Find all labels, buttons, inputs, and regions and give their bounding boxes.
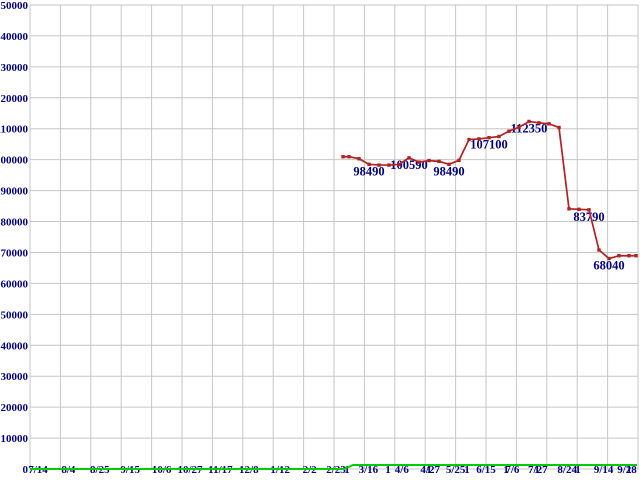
- data-point-marker: [517, 125, 521, 129]
- data-point-marker: [597, 248, 601, 252]
- x-overlay-mark: 1: [464, 464, 470, 476]
- green-series-line: [30, 463, 637, 470]
- data-point-marker: [357, 157, 361, 161]
- y-tick-label: 120000: [0, 93, 29, 105]
- data-point-marker: [567, 207, 571, 211]
- x-tick-label: 9/28: [617, 464, 637, 476]
- data-point-marker: [537, 121, 541, 125]
- point-value-label: 107100: [470, 138, 508, 152]
- data-point-marker: [527, 119, 531, 124]
- y-tick-label: 130000: [0, 62, 29, 74]
- data-point-marker: [507, 129, 511, 133]
- y-tick-label: 20000: [1, 402, 29, 414]
- data-point-marker: [367, 162, 371, 167]
- x-overlay-mark: 1: [426, 464, 432, 476]
- data-point-marker: [387, 163, 391, 167]
- y-tick-label: 150000: [0, 0, 29, 12]
- x-tick-label: 4/27: [420, 464, 440, 476]
- y-tick-label: 0: [23, 464, 29, 476]
- x-tick-label: 7/27: [528, 464, 548, 476]
- x-axis-labels: 7/14 8/4 8/25 9/15 10/6 10/27 11/17 12/8 1/12 2/2…: [28, 464, 637, 476]
- data-point-marker: [617, 254, 621, 258]
- gridlines: [29, 4, 639, 470]
- y-tick-label: 60000: [1, 278, 29, 290]
- data-point-marker: [577, 207, 581, 212]
- y-tick-label: 50000: [1, 309, 29, 321]
- x-overlay-mark: 1: [385, 464, 391, 476]
- y-tick-label: 80000: [1, 217, 29, 229]
- point-value-label: 112350: [511, 121, 548, 135]
- data-point-marker: [377, 163, 381, 167]
- x-overlay-mark: 1: [344, 464, 350, 476]
- y-tick-label: 70000: [1, 247, 29, 259]
- x-tick-label: 5/25: [446, 464, 466, 476]
- data-point-marker: [447, 162, 451, 167]
- data-point-marker: [407, 156, 411, 160]
- x-overlay-mark: 1: [575, 464, 581, 476]
- point-value-label: 68040: [593, 259, 624, 273]
- x-tick-label: 7/6: [505, 464, 520, 476]
- data-point-marker: [627, 254, 631, 258]
- y-tick-label: 110000: [0, 124, 28, 136]
- x-overlay-mark: 1: [503, 464, 509, 476]
- data-point-marker: [341, 155, 345, 159]
- data-point-marker: [497, 134, 501, 139]
- green-series: [30, 463, 637, 470]
- y-tick-label: 100000: [0, 155, 29, 167]
- data-point-marker: [547, 122, 551, 126]
- data-point-marker: [347, 155, 351, 159]
- x-tick-label: 3/16: [359, 464, 379, 476]
- data-point-marker: [634, 254, 638, 258]
- x-tick-label: 9/14: [594, 464, 614, 476]
- red-series-markers: [341, 119, 638, 261]
- data-point-marker: [557, 125, 561, 130]
- data-point-marker: [427, 158, 431, 163]
- data-point-marker: [397, 162, 401, 167]
- x-overlay-mark: 1: [534, 464, 540, 476]
- y-tick-label: 10000: [1, 433, 29, 445]
- point-value-label: 98490: [353, 164, 384, 178]
- data-point-marker: [457, 158, 461, 162]
- y-tick-label: 90000: [1, 186, 29, 198]
- data-point-marker: [477, 137, 481, 141]
- point-value-label: 83790: [573, 210, 604, 224]
- data-point-marker: [417, 160, 421, 164]
- data-point-marker: [587, 208, 591, 212]
- data-point-marker: [467, 137, 471, 142]
- x-tick-label: 8/24: [557, 464, 577, 476]
- x-tick-label: 6/15: [476, 464, 496, 476]
- point-value-label: 98490: [433, 164, 464, 178]
- y-tick-label: 40000: [1, 340, 29, 352]
- y-tick-label: 140000: [0, 31, 29, 43]
- x-axis-overlay-marks: 1 1 1 1 1 1 1 1: [344, 464, 632, 476]
- data-point-marker: [487, 136, 491, 140]
- x-overlay-mark: 1: [626, 464, 632, 476]
- y-tick-label: 30000: [1, 371, 29, 383]
- y-axis-labels: 0 10000 20000 30000 40000 50000 60000 70000 8000…: [0, 0, 29, 476]
- data-point-marker: [437, 159, 441, 164]
- x-tick-label: 4/6: [395, 464, 410, 476]
- data-point-marker: [607, 256, 611, 261]
